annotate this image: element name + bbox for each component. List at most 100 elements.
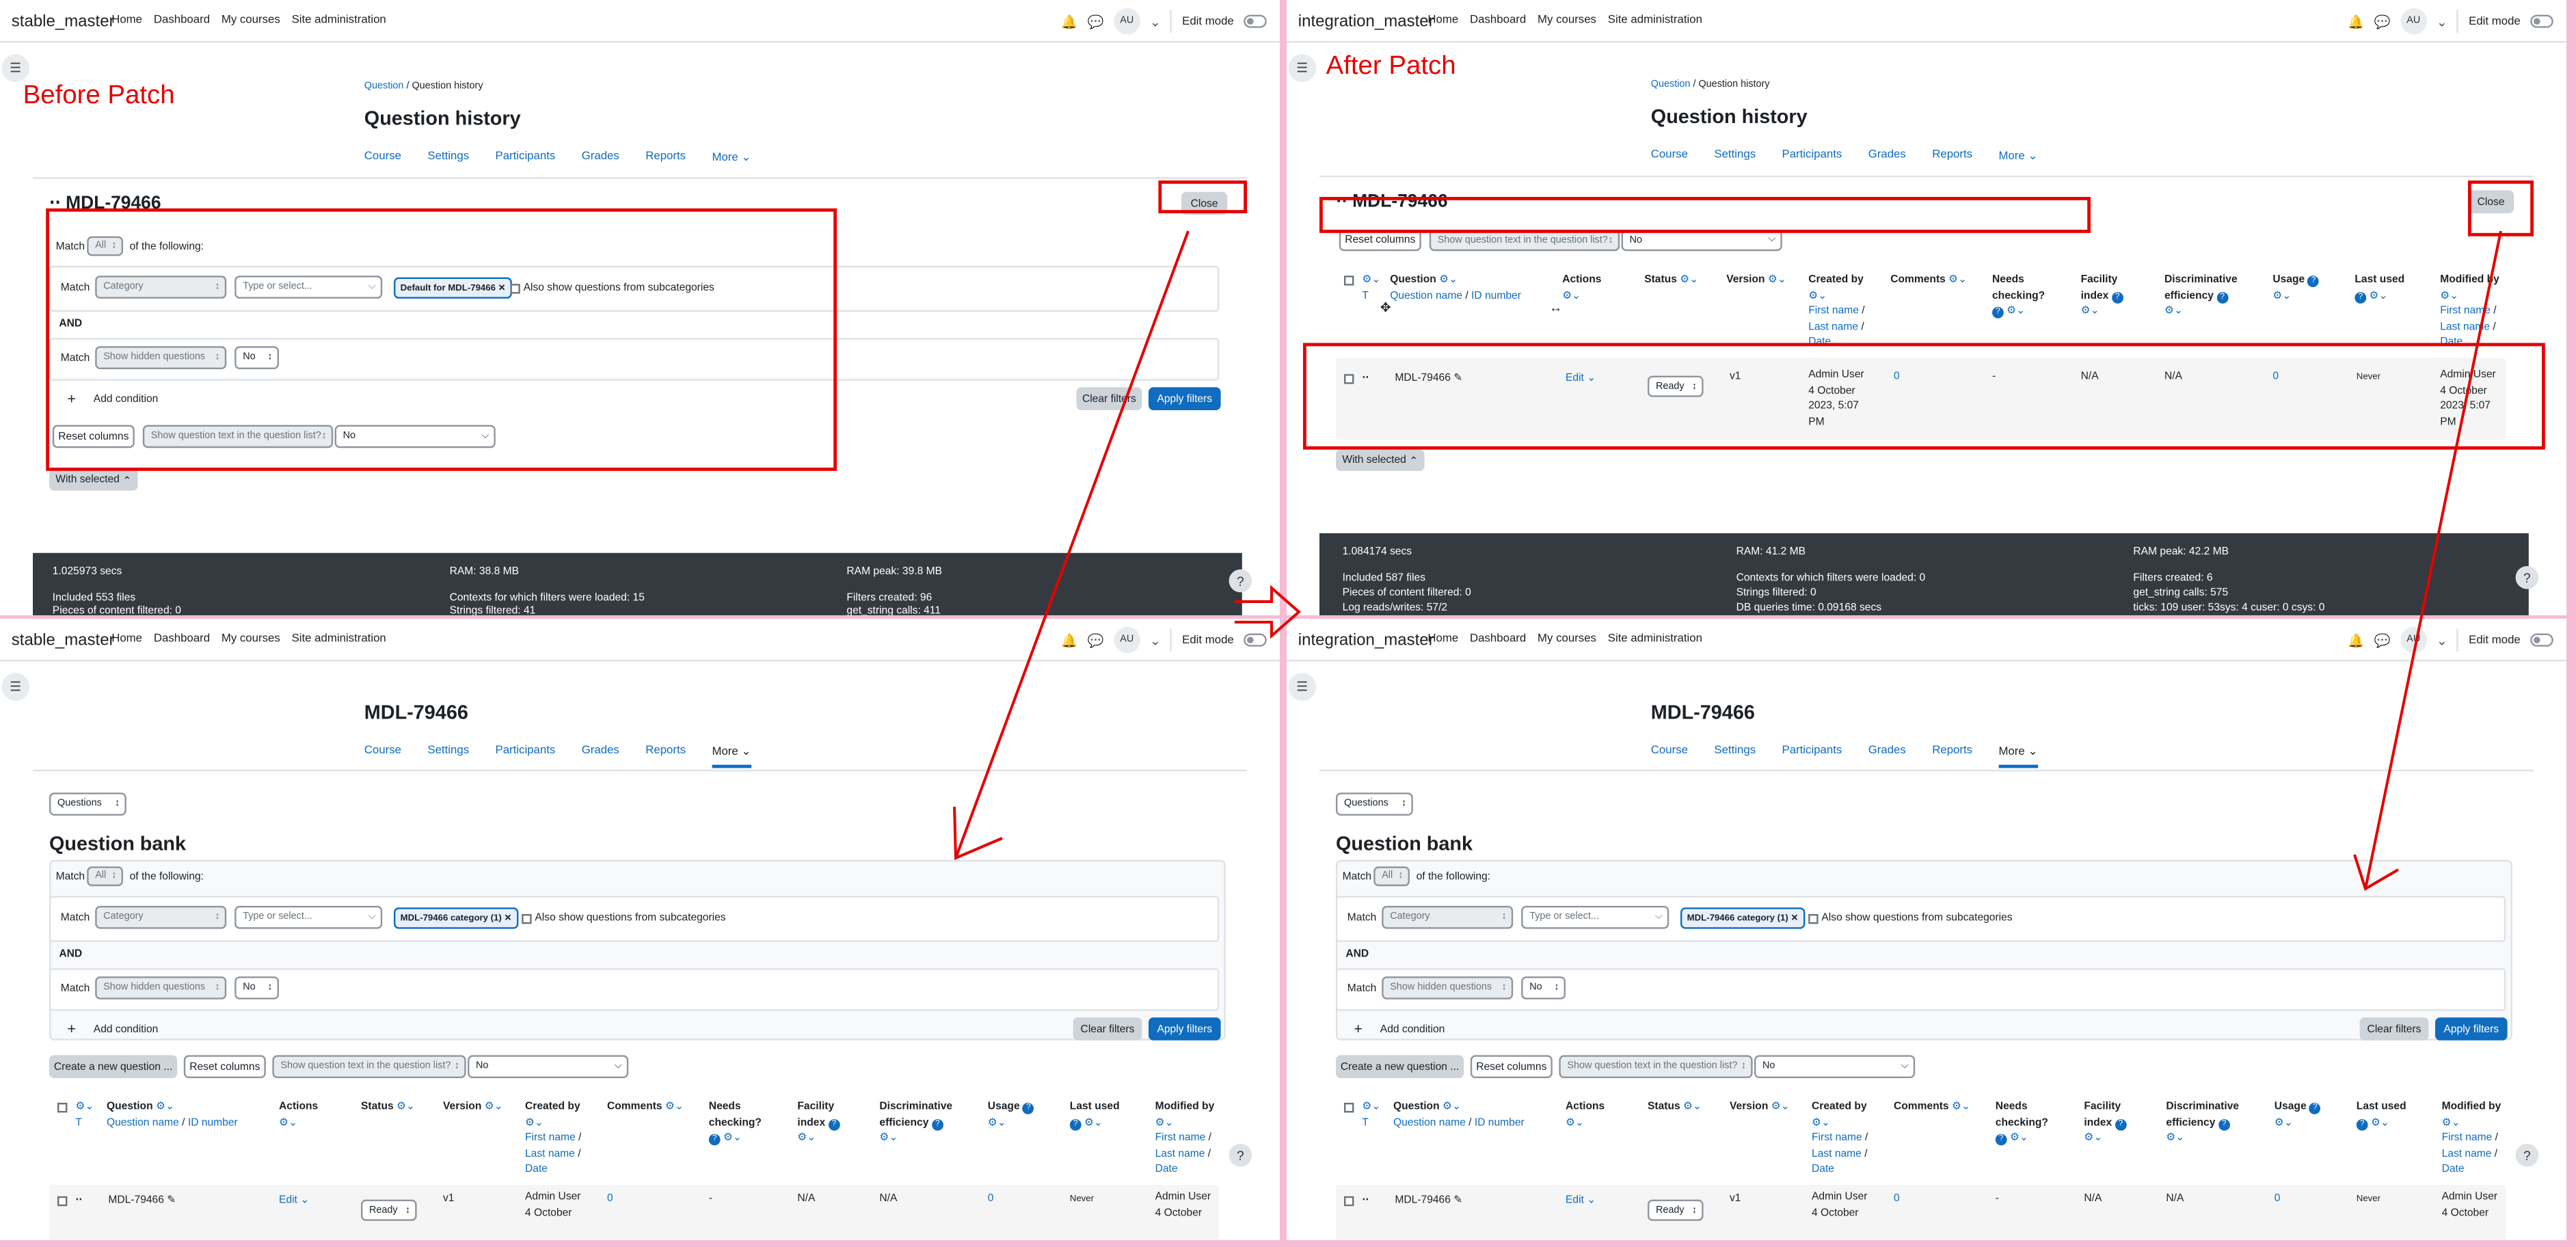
help-icon[interactable]: ? [2216,291,2229,304]
chat-icon[interactable]: 💬 [2374,14,2391,29]
tab-reports[interactable]: Reports [1932,149,1973,161]
type-column-header[interactable]: ⚙⌄ T [1362,273,1381,301]
close-icon[interactable]: ✕ [504,913,512,924]
nav-home[interactable]: Home [111,14,143,27]
tab-reports[interactable]: Reports [645,745,686,757]
gear-icon[interactable]: ⚙⌄ [2080,305,2099,317]
gear-icon[interactable]: ⚙⌄ [484,1101,503,1113]
site-name[interactable]: integration_master [1298,13,1434,31]
nav-my-courses[interactable]: My courses [221,14,280,27]
avatar[interactable]: AU [1114,627,1140,654]
hidden-value-select[interactable]: No [234,976,280,1000]
apply-filters-button[interactable]: Apply filters [1149,1017,1221,1041]
type-or-select-input[interactable]: Type or select... [234,906,383,929]
nav-my-courses[interactable]: My courses [1538,14,1596,27]
pencil-icon[interactable]: ✎ [167,1194,176,1207]
subcategories-checkbox[interactable] [1808,914,1819,924]
discriminative-efficiency-column-header[interactable]: Discriminative efficiency ? ⚙⌄ [2164,273,2238,317]
avatar[interactable]: AU [2400,627,2427,654]
tab-participants[interactable]: Participants [495,150,556,163]
clear-filters-button[interactable]: Clear filters [2359,1017,2429,1041]
drawer-toggle-icon[interactable]: ☰ [1,54,30,83]
gear-icon[interactable]: ⚙⌄ [2009,1132,2029,1144]
tab-grades[interactable]: Grades [581,150,619,163]
gear-icon[interactable]: ⚙⌄ [1362,1101,1381,1113]
drawer-toggle-icon[interactable]: ☰ [1,673,30,701]
tab-settings[interactable]: Settings [1714,745,1756,757]
needs-checking-column-header[interactable]: Needs checking?? ⚙⌄ [1992,272,2045,319]
nav-home[interactable]: Home [1427,14,1459,27]
sort-question-name[interactable]: Question name [1393,1116,1466,1129]
with-selected-button[interactable]: With selected ⌃ [49,469,138,491]
gear-icon[interactable]: ⚙⌄ [525,1116,544,1129]
reset-columns-button[interactable]: Reset columns [1470,1055,1553,1078]
show-question-text-select[interactable]: No [468,1055,629,1078]
select-all-checkbox[interactable] [1344,1103,1354,1113]
usage-column-header[interactable]: Usage ? ⚙⌄ [988,1099,1034,1131]
version-column-header[interactable]: Version ⚙⌄ [443,1101,503,1113]
subcategories-checkbox[interactable] [510,284,520,294]
tab-course[interactable]: Course [1650,745,1688,757]
status-column-header[interactable]: Status ⚙⌄ [1648,1101,1702,1113]
gear-icon[interactable]: ⚙⌄ [155,1101,175,1113]
help-icon[interactable]: ? [1995,1134,2007,1146]
tab-course[interactable]: Course [364,745,401,757]
type-or-select-input[interactable]: Type or select... [234,276,383,299]
chevron-down-icon[interactable]: ⌄ [1149,632,1161,647]
nav-dashboard[interactable]: Dashboard [1470,633,1527,645]
category-chip[interactable]: Default for MDL-79466 ✕ [394,277,513,299]
edit-menu[interactable]: Edit ⌄ [1566,372,1596,384]
modified-by-column-header[interactable]: Modified by ⚙⌄ First name / Last name / Date [2441,1101,2501,1175]
chevron-down-icon[interactable]: ⌄ [2436,632,2447,647]
drawer-toggle-icon[interactable]: ☰ [1288,673,1317,701]
match-all-select[interactable]: All [1373,866,1410,887]
comments-value[interactable]: 0 [1894,371,1900,383]
subcategories-checkbox[interactable] [522,914,532,924]
drag-icon[interactable]: ⋅⋅ [1362,1194,1369,1207]
help-icon[interactable]: ? [708,1134,721,1146]
add-condition-link[interactable]: Add condition [1380,1023,1445,1036]
sort-id-number[interactable]: ID number [1471,289,1521,301]
actions-column-header[interactable]: Actions ⚙⌄ [1562,273,1602,301]
gear-icon[interactable]: ⚙⌄ [1566,1116,1585,1129]
usage-value[interactable]: 0 [2272,371,2279,383]
resize-icon[interactable]: ↔ [1549,300,1563,315]
clear-filters-button[interactable]: Clear filters [1076,387,1142,410]
hidden-questions-select[interactable]: Show hidden questions [95,976,227,1000]
help-icon[interactable]: ? [1229,569,1252,593]
tab-course[interactable]: Course [1650,149,1688,161]
usage-value[interactable]: 0 [987,1193,994,1205]
type-column-header[interactable]: ⚙⌄ T [75,1101,94,1129]
modified-by-column-header[interactable]: Modified by ⚙⌄ First name / Last name / Date [1155,1101,1215,1175]
edit-mode-toggle[interactable] [2530,633,2553,647]
gear-icon[interactable]: ⚙⌄ [2166,1132,2185,1144]
usage-column-header[interactable]: Usage ? ⚙⌄ [2272,272,2320,304]
nav-site-admin[interactable]: Site administration [1607,14,1702,27]
edit-mode-toggle[interactable] [1244,14,1267,28]
gear-icon[interactable]: ⚙⌄ [2370,1116,2390,1129]
row-checkbox[interactable] [57,1196,68,1207]
close-icon[interactable]: ✕ [1790,913,1799,924]
gear-icon[interactable]: ⚙⌄ [1362,273,1381,286]
gear-icon[interactable]: ⚙⌄ [2272,289,2292,301]
close-button[interactable]: Close [2468,190,2514,213]
comments-column-header[interactable]: Comments ⚙⌄ [1890,273,1968,286]
move-icon[interactable]: ✥ [1380,300,1391,315]
facility-index-column-header[interactable]: Facility index ? ⚙⌄ [797,1099,840,1146]
site-name[interactable]: stable_master [11,632,115,650]
chevron-down-icon[interactable]: ⌄ [1149,14,1161,29]
drawer-toggle-icon[interactable]: ☰ [1288,54,1317,83]
hidden-value-select[interactable]: No [234,346,280,369]
tab-participants[interactable]: Participants [1782,149,1842,161]
tab-more[interactable]: More ⌄ [1998,150,2038,163]
gear-icon[interactable]: ⚙⌄ [879,1132,898,1144]
tab-reports[interactable]: Reports [1932,745,1973,757]
chat-icon[interactable]: 💬 [2374,632,2391,647]
select-all-checkbox[interactable] [57,1103,68,1113]
usage-value[interactable]: 0 [2274,1193,2281,1205]
discriminative-efficiency-column-header[interactable]: Discriminative efficiency ? ⚙⌄ [879,1101,953,1144]
nav-home[interactable]: Home [1427,633,1459,645]
edit-menu[interactable]: Edit ⌄ [279,1194,310,1207]
created-by-column-header[interactable]: Created by ⚙⌄ First name / Last name / Date [1812,1101,1868,1175]
help-icon[interactable]: ? [1022,1103,1034,1115]
